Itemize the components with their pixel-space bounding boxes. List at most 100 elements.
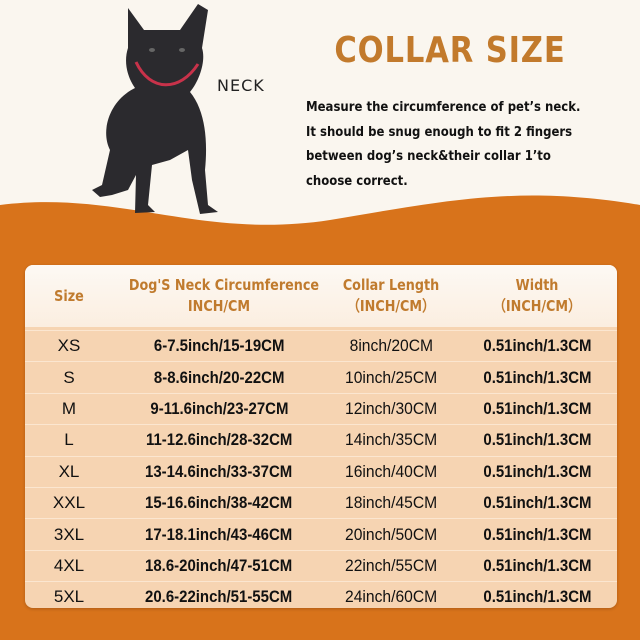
- column-header-text: INCH/CM: [187, 297, 251, 315]
- cell-text: 0.51inch/1.3CM: [482, 461, 592, 481]
- cell-text: 0.51inch/1.3CM: [482, 555, 592, 575]
- table-cell: 24inch/60CM: [325, 587, 457, 607]
- cell-text: M: [61, 398, 77, 418]
- table-cell: 0.51inch/1.3CM: [457, 462, 617, 482]
- table-cell: 20.6-22inch/51-55CM: [113, 587, 325, 607]
- cell-text: 6-7.5inch/15-19CM: [153, 336, 285, 356]
- table-cell: 11-12.6inch/28-32CM: [113, 430, 325, 450]
- page-title: COLLAR SIZE: [334, 30, 566, 71]
- table-cell: 22inch/55CM: [325, 556, 457, 576]
- table-cell: 5XL: [25, 587, 113, 607]
- column-header-text: （INCH/CM）: [347, 297, 435, 315]
- cell-text: 0.51inch/1.3CM: [482, 524, 592, 544]
- description: Measure the circumference of pet’s neck.…: [306, 95, 636, 193]
- table-cell: 6-7.5inch/15-19CM: [113, 336, 325, 356]
- table-cell: XXL: [25, 493, 113, 513]
- cell-text: 16inch/40CM: [344, 461, 438, 481]
- cell-text: 20.6-22inch/51-55CM: [145, 587, 293, 607]
- description-line: It should be snug enough to fit 2 finger…: [306, 123, 573, 140]
- column-header-text: Collar Length: [342, 276, 440, 294]
- table-cell: 0.51inch/1.3CM: [457, 336, 617, 356]
- column-header: Dog'S Neck Circumference INCH/CM: [113, 275, 325, 317]
- cell-text: 4XL: [53, 555, 85, 575]
- column-header-text: （INCH/CM）: [493, 297, 581, 315]
- cell-text: 22inch/55CM: [344, 555, 438, 575]
- table-cell: L: [25, 430, 113, 450]
- cell-text: 11-12.6inch/28-32CM: [145, 430, 293, 450]
- column-header: Width （INCH/CM）: [457, 275, 617, 317]
- table-cell: 0.51inch/1.3CM: [457, 556, 617, 576]
- description-line: choose correct.: [306, 172, 408, 189]
- cell-text: 0.51inch/1.3CM: [482, 398, 592, 418]
- cell-text: 0.51inch/1.3CM: [482, 493, 592, 513]
- table-row: XS 6-7.5inch/15-19CM 8inch/20CM 0.51inch/1.…: [25, 330, 617, 361]
- table-cell: 16inch/40CM: [325, 462, 457, 482]
- table-row: XXL 15-16.6inch/38-42CM 18inch/45CM 0.51inc…: [25, 486, 617, 518]
- cell-text: 9-11.6inch/23-27CM: [149, 398, 289, 418]
- neck-label: NECK: [217, 76, 265, 95]
- table-body: XS 6-7.5inch/15-19CM 8inch/20CM 0.51inch/1.…: [25, 327, 617, 608]
- table-cell: 0.51inch/1.3CM: [457, 587, 617, 607]
- table-cell: 0.51inch/1.3CM: [457, 368, 617, 388]
- description-line: Measure the circumference of pet’s neck.: [306, 99, 581, 115]
- table-row: 3XL 17-18.1inch/43-46CM 20inch/50CM 0.51inc…: [25, 518, 617, 549]
- cell-text: 8inch/20CM: [349, 336, 433, 356]
- table-cell: 0.51inch/1.3CM: [457, 430, 617, 450]
- table-cell: 0.51inch/1.3CM: [457, 493, 617, 513]
- dog-image: [92, 4, 218, 214]
- cell-text: 24inch/60CM: [344, 587, 438, 607]
- table-cell: 17-18.1inch/43-46CM: [113, 525, 325, 545]
- table-cell: M: [25, 399, 113, 419]
- column-header-text: Width: [515, 276, 559, 294]
- table-cell: 18.6-20inch/47-51CM: [113, 556, 325, 576]
- table-cell: 20inch/50CM: [325, 525, 457, 545]
- cell-text: XXL: [52, 493, 86, 513]
- cell-text: 5XL: [53, 587, 85, 607]
- cell-text: S: [63, 367, 75, 387]
- cell-text: 0.51inch/1.3CM: [482, 336, 592, 356]
- table-cell: XL: [25, 462, 113, 482]
- table-row: 5XL 20.6-22inch/51-55CM 24inch/60CM 0.51inc…: [25, 581, 617, 608]
- cell-text: 0.51inch/1.3CM: [482, 587, 592, 607]
- table-row: L 11-12.6inch/28-32CM 14inch/35CM 0.51inch/…: [25, 424, 617, 455]
- cell-text: 12inch/30CM: [344, 398, 438, 418]
- table-header: Size Dog'S Neck Circumference INCH/CM Colla…: [25, 265, 617, 327]
- description-line: between dog’s neck&their collar 1’to: [306, 148, 551, 164]
- table-cell: 9-11.6inch/23-27CM: [113, 399, 325, 419]
- table-cell: 10inch/25CM: [325, 368, 457, 388]
- column-header-text: Size: [54, 286, 84, 305]
- table-cell: 8inch/20CM: [325, 336, 457, 356]
- cell-text: 15-16.6inch/38-42CM: [145, 493, 293, 513]
- size-table: Size Dog'S Neck Circumference INCH/CM Colla…: [25, 265, 617, 608]
- table-row: XL 13-14.6inch/33-37CM 16inch/40CM 0.51inch…: [25, 455, 617, 487]
- cell-text: 14inch/35CM: [344, 430, 438, 450]
- cell-text: L: [64, 430, 74, 450]
- table-row: 4XL 18.6-20inch/47-51CM 22inch/55CM 0.51inc…: [25, 549, 617, 581]
- cell-text: XL: [58, 461, 80, 481]
- table-cell: 13-14.6inch/33-37CM: [113, 462, 325, 482]
- table-cell: 15-16.6inch/38-42CM: [113, 493, 325, 513]
- column-header: Collar Length （INCH/CM）: [325, 275, 457, 317]
- column-header-text: Dog'S Neck Circumference: [128, 276, 320, 294]
- table-cell: XS: [25, 336, 113, 356]
- cell-text: 0.51inch/1.3CM: [482, 430, 592, 450]
- table-cell: 4XL: [25, 556, 113, 576]
- table-row: M 9-11.6inch/23-27CM 12inch/30CM 0.51inch/1…: [25, 392, 617, 424]
- table-cell: 0.51inch/1.3CM: [457, 399, 617, 419]
- cell-text: 18inch/45CM: [344, 493, 438, 513]
- table-cell: 0.51inch/1.3CM: [457, 525, 617, 545]
- table-row: S 8-8.6inch/20-22CM 10inch/25CM 0.51inch/1.…: [25, 361, 617, 392]
- cell-text: 13-14.6inch/33-37CM: [145, 461, 293, 481]
- cell-text: 0.51inch/1.3CM: [482, 367, 592, 387]
- cell-text: 3XL: [53, 524, 85, 544]
- cell-text: 10inch/25CM: [344, 367, 438, 387]
- cell-text: 18.6-20inch/47-51CM: [145, 555, 293, 575]
- cell-text: XS: [57, 336, 81, 356]
- cell-text: 17-18.1inch/43-46CM: [145, 524, 293, 544]
- column-header: Size: [25, 286, 113, 307]
- table-cell: 14inch/35CM: [325, 430, 457, 450]
- table-cell: S: [25, 368, 113, 388]
- table-cell: 18inch/45CM: [325, 493, 457, 513]
- cell-text: 8-8.6inch/20-22CM: [153, 367, 285, 387]
- table-cell: 8-8.6inch/20-22CM: [113, 368, 325, 388]
